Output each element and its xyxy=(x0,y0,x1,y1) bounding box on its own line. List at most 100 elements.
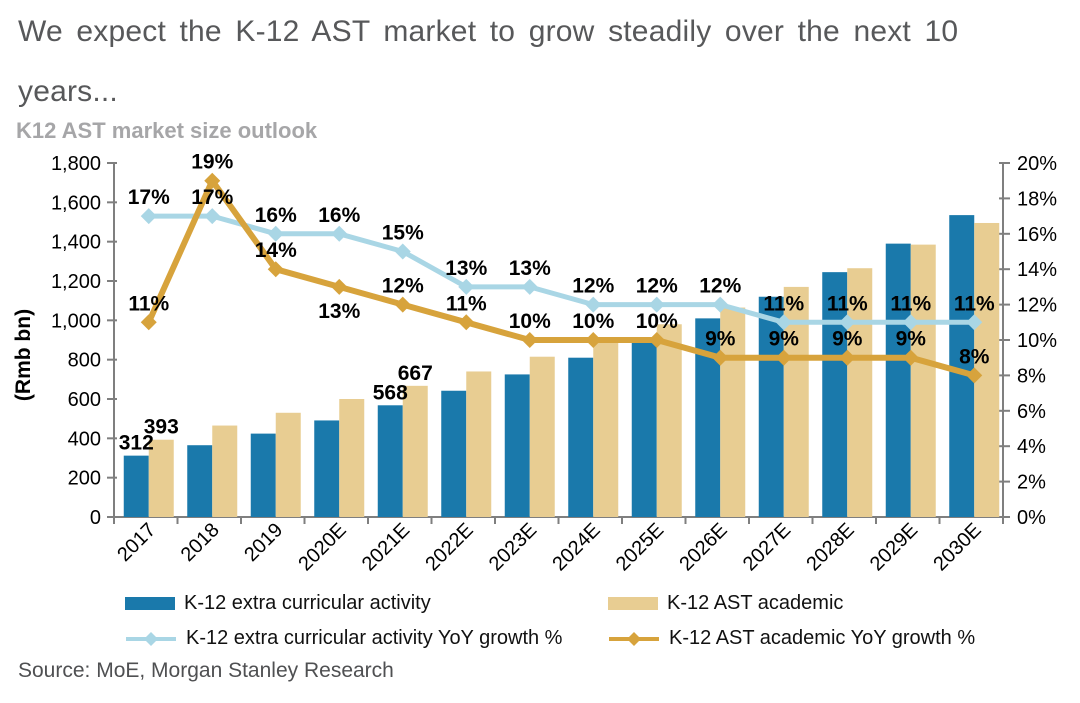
left-axis-tick-label: 1,400 xyxy=(51,232,101,254)
right-axis-tick-label: 18% xyxy=(1017,188,1057,210)
diamond-marker xyxy=(204,208,221,225)
growth-pct-label: 9% xyxy=(832,328,863,351)
bar-2028E-ast-academic xyxy=(847,268,873,517)
x-axis-category-label: 2030E xyxy=(929,519,985,575)
bar-value-label: 568 xyxy=(373,381,408,404)
left-axis-tick-label: 1,600 xyxy=(51,192,101,214)
diamond-marker xyxy=(648,296,665,313)
legend-line-swatch xyxy=(126,631,176,646)
bar-2019-ast-academic xyxy=(275,412,301,517)
diamond-marker xyxy=(267,225,284,242)
x-axis-category-label: 2027E xyxy=(739,519,795,575)
bar-2020E-extra-curricular xyxy=(314,420,340,517)
x-axis-category-label: 2028E xyxy=(802,519,858,575)
bar-2021E-ast-academic xyxy=(402,385,428,517)
x-axis-category-label: 2026E xyxy=(675,519,731,575)
legend-label: K-12 AST academic YoY growth % xyxy=(669,627,976,649)
left-axis-tick-label: 0 xyxy=(90,507,101,529)
left-axis-title: (Rmb bn) xyxy=(12,309,35,401)
bar-2026E-ast-academic xyxy=(720,307,746,517)
diamond-marker xyxy=(775,314,792,331)
x-axis-category-label: 2018 xyxy=(177,519,224,566)
diamond-marker xyxy=(331,278,348,295)
x-axis-category-label: 2024E xyxy=(548,519,604,575)
growth-pct-label: 12% xyxy=(699,275,741,298)
bar-2018-ast-academic xyxy=(212,425,238,517)
diamond-marker xyxy=(458,314,475,331)
growth-pct-label: 13% xyxy=(445,257,487,280)
growth-pct-label: 8% xyxy=(959,345,990,368)
bar-value-label: 667 xyxy=(398,362,433,385)
bar-2021E-extra-curricular xyxy=(377,405,403,517)
legend-line-swatch xyxy=(609,631,659,646)
diamond-marker xyxy=(966,367,983,384)
bar-2024E-ast-academic xyxy=(593,341,619,517)
growth-pct-label: 12% xyxy=(636,275,678,298)
legend-label: K-12 extra curricular activity YoY growt… xyxy=(186,627,563,649)
right-axis-tick-label: 16% xyxy=(1017,224,1057,246)
growth-pct-label: 13% xyxy=(318,300,360,323)
diamond-marker xyxy=(585,296,602,313)
bar-2030E-extra-curricular xyxy=(949,215,975,517)
left-axis-tick-label: 400 xyxy=(68,428,101,450)
growth-pct-label: 17% xyxy=(191,186,233,209)
diamond-marker xyxy=(966,314,983,331)
bar-2019-extra-curricular xyxy=(250,433,276,517)
growth-pct-label: 12% xyxy=(572,275,614,298)
line-extra-curricular-yoy xyxy=(146,213,977,325)
diamond-marker xyxy=(902,314,919,331)
legend-item-3: K-12 AST academic YoY growth % xyxy=(608,627,975,650)
growth-pct-label: 9% xyxy=(896,328,927,351)
bar-2029E-extra-curricular xyxy=(885,243,911,517)
source-note: Source: MoE, Morgan Stanley Research xyxy=(18,659,394,682)
bar-2023E-extra-curricular xyxy=(504,374,530,517)
left-axis-tick-label: 1,200 xyxy=(51,271,101,293)
left-axis-tick-label: 1,000 xyxy=(51,310,101,332)
bar-2023E-ast-academic xyxy=(529,356,555,517)
left-axis-tick-label: 1,800 xyxy=(51,153,101,175)
growth-pct-label: 11% xyxy=(954,292,995,315)
bar-2022E-ast-academic xyxy=(466,371,492,517)
right-axis-tick-label: 0% xyxy=(1017,507,1046,529)
diamond-marker xyxy=(712,349,729,366)
growth-pct-label: 11% xyxy=(890,292,931,315)
left-axis-tick-label: 200 xyxy=(68,468,101,490)
diamond-marker xyxy=(521,332,538,348)
bar-2020E-ast-academic xyxy=(339,399,365,517)
right-axis-tick-label: 12% xyxy=(1017,295,1057,317)
bar-value-label: 312 xyxy=(119,432,154,455)
page-title: We expect the K-12 AST market to grow st… xyxy=(18,15,959,108)
bar-2025E-extra-curricular xyxy=(631,339,657,517)
growth-pct-label: 10% xyxy=(509,310,551,333)
line-ast-academic-yoy xyxy=(145,177,978,379)
growth-pct-label: 11% xyxy=(763,292,804,315)
diamond-marker xyxy=(331,225,348,242)
left-axis-tick-label: 800 xyxy=(68,350,101,372)
x-axis-category-label: 2022E xyxy=(421,519,477,575)
growth-pct-label: 11% xyxy=(128,292,169,315)
bar-2030E-ast-academic xyxy=(974,222,1000,517)
diamond-marker xyxy=(902,349,919,366)
x-axis-category-label: 2019 xyxy=(240,519,287,566)
right-axis-tick-label: 8% xyxy=(1017,365,1046,387)
growth-pct-label: 15% xyxy=(382,222,424,245)
bar-2025E-ast-academic xyxy=(656,324,682,517)
bar-2028E-extra-curricular xyxy=(822,272,848,517)
diamond-marker xyxy=(267,261,284,278)
bar-value-label: 393 xyxy=(144,416,179,439)
bar-2024E-extra-curricular xyxy=(568,357,594,517)
growth-pct-label: 9% xyxy=(705,328,736,351)
right-axis-tick-label: 6% xyxy=(1017,401,1046,423)
diamond-marker xyxy=(839,349,856,366)
x-axis-category-label: 2029E xyxy=(866,519,922,575)
growth-pct-label: 16% xyxy=(255,204,297,227)
k12-ast-market-size-chart: 0 200 400 600 800 1,000 1,200 1,400 1,600 1,800 0%… xyxy=(12,151,1057,576)
diamond-marker xyxy=(394,296,411,313)
growth-pct-label: 14% xyxy=(255,239,297,262)
legend-item-2: K-12 extra curricular activity YoY growt… xyxy=(125,627,562,650)
x-axis-category-label: 2025E xyxy=(612,519,668,575)
bar-2017-extra-curricular xyxy=(123,455,149,517)
right-axis-tick-label: 20% xyxy=(1017,153,1057,175)
growth-pct-label: 10% xyxy=(572,310,614,333)
